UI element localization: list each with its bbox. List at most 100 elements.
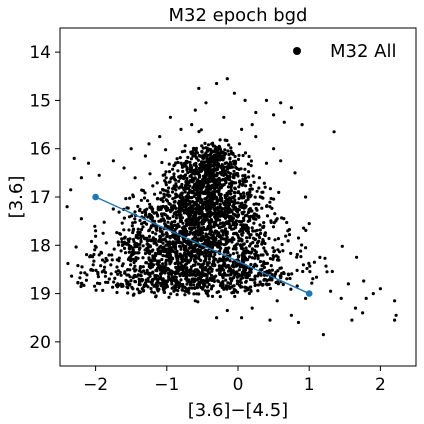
- scatter-point: [301, 270, 304, 273]
- scatter-point: [159, 251, 162, 254]
- scatter-point: [181, 191, 184, 194]
- scatter-point: [223, 262, 226, 265]
- scatter-point: [219, 209, 222, 212]
- scatter-point: [69, 188, 72, 191]
- scatter-point: [247, 226, 250, 229]
- scatter-point: [210, 192, 213, 195]
- scatter-point: [153, 291, 156, 294]
- scatter-point: [216, 168, 219, 171]
- scatter-point: [175, 252, 178, 255]
- scatter-point: [286, 229, 289, 232]
- scatter-point: [214, 223, 217, 226]
- scatter-point: [156, 213, 159, 216]
- scatter-point: [94, 245, 97, 248]
- scatter-point: [141, 211, 144, 214]
- scatter-point: [272, 250, 275, 253]
- scatter-point: [229, 238, 232, 241]
- scatter-point: [194, 148, 197, 151]
- scatter-point: [232, 291, 235, 294]
- scatter-point: [188, 189, 191, 192]
- scatter-point: [158, 235, 161, 238]
- scatter-point: [96, 272, 99, 275]
- scatter-point: [169, 210, 172, 213]
- scatter-point: [254, 135, 257, 138]
- scatter-point: [248, 255, 251, 258]
- scatter-point: [187, 220, 190, 223]
- scatter-point: [236, 201, 239, 204]
- scatter-point: [116, 273, 119, 276]
- scatter-point: [185, 262, 188, 265]
- scatter-point: [174, 280, 177, 283]
- scatter-point: [179, 268, 182, 271]
- scatter-point: [242, 192, 245, 195]
- scatter-point: [215, 201, 218, 204]
- scatter-point: [230, 189, 233, 192]
- scatter-point: [197, 211, 200, 214]
- scatter-point: [194, 274, 197, 277]
- scatter-point: [278, 267, 281, 270]
- scatter-point: [148, 206, 151, 209]
- scatter-point: [171, 250, 174, 253]
- scatter-point: [163, 179, 166, 182]
- scatter-point: [160, 212, 163, 215]
- scatter-point: [146, 243, 149, 246]
- scatter-point: [247, 231, 250, 234]
- scatter-point: [236, 251, 239, 254]
- scatter-point: [181, 196, 184, 199]
- scatter-point: [151, 231, 154, 234]
- scatter-point: [246, 193, 249, 196]
- scatter-point: [101, 258, 104, 261]
- scatter-point: [302, 263, 305, 266]
- scatter-point: [196, 151, 199, 154]
- scatter-point: [222, 151, 225, 154]
- scatter-point: [164, 269, 167, 272]
- scatter-point: [325, 270, 328, 273]
- scatter-point: [116, 282, 119, 285]
- scatter-point: [200, 210, 203, 213]
- scatter-point: [288, 233, 291, 236]
- scatter-point: [220, 243, 223, 246]
- scatter-point: [270, 221, 273, 224]
- x-tick-label: −1: [154, 375, 179, 395]
- scatter-point: [259, 253, 262, 256]
- scatter-point: [184, 185, 187, 188]
- scatter-point: [175, 268, 178, 271]
- scatter-point: [142, 269, 145, 272]
- scatter-point: [200, 128, 203, 131]
- scatter-point: [257, 255, 260, 258]
- scatter-point: [225, 139, 228, 142]
- scatter-point: [278, 250, 281, 253]
- scatter-point: [361, 311, 364, 314]
- scatter-point: [198, 193, 201, 196]
- scatter-point: [207, 220, 210, 223]
- scatter-point: [168, 163, 171, 166]
- scatter-point: [144, 154, 147, 157]
- scatter-point: [257, 215, 260, 218]
- scatter-point: [272, 147, 275, 150]
- scatter-point: [200, 198, 203, 201]
- scatter-point: [219, 138, 222, 141]
- scatter-point: [208, 166, 211, 169]
- scatter-point: [277, 256, 280, 259]
- scatter-point: [276, 299, 279, 302]
- scatter-point: [141, 225, 144, 228]
- scatter-point: [209, 277, 212, 280]
- scatter-point: [133, 261, 136, 264]
- scatter-point: [206, 147, 209, 150]
- scatter-point: [236, 279, 239, 282]
- scatter-point: [103, 266, 106, 269]
- scatter-point: [76, 264, 79, 267]
- scatter-point: [123, 237, 126, 240]
- scatter-point: [194, 286, 197, 289]
- scatter-point: [80, 265, 83, 268]
- scatter-point: [207, 143, 210, 146]
- scatter-point: [193, 263, 196, 266]
- scatter-point: [241, 204, 244, 207]
- scatter-point: [176, 293, 179, 296]
- scatter-point: [280, 216, 283, 219]
- scatter-point: [285, 221, 288, 224]
- scatter-point: [110, 272, 113, 275]
- scatter-point: [89, 268, 92, 271]
- scatter-point: [112, 159, 115, 162]
- scatter-point: [340, 297, 343, 300]
